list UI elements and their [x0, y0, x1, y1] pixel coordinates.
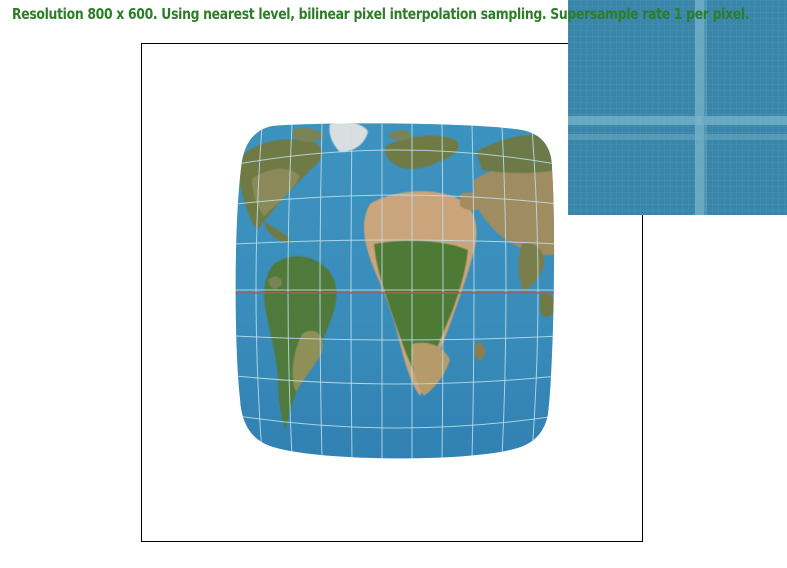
warped-globe-texture [235, 123, 555, 459]
zoom-texture-grid [568, 0, 787, 215]
render-viewport[interactable] [141, 43, 643, 542]
globe-surface [235, 123, 555, 459]
landmasses [240, 123, 555, 430]
graticule-lines [235, 123, 555, 459]
zoom-magnifier-view [568, 0, 787, 215]
status-text: Resolution 800 x 600. Using nearest leve… [12, 5, 750, 23]
